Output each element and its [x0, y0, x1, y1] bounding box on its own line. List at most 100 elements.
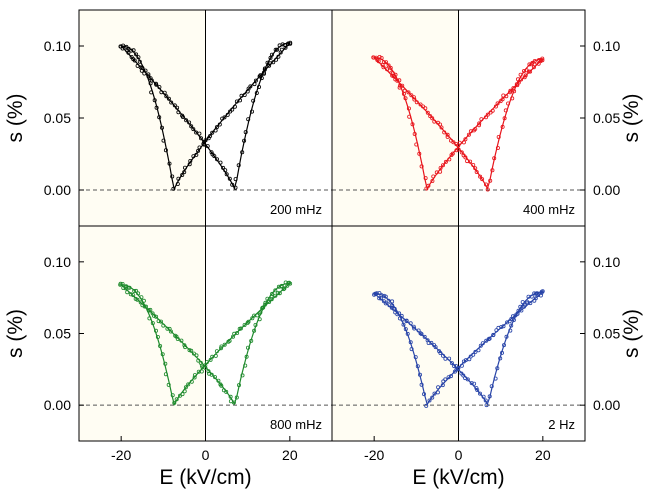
panel-200mhz-point-23 [232, 104, 237, 109]
panel-200mhz-point-111 [214, 157, 219, 162]
panel-200mhz-point-66 [129, 48, 134, 53]
panel-800mhz-point-132 [265, 296, 270, 301]
panel-800mhz-point-29 [218, 346, 223, 351]
panel-800mhz-point-61 [141, 298, 146, 303]
panel-800mhz-point-106 [203, 365, 208, 370]
panel-800mhz-point-64 [134, 288, 139, 293]
panel-2hz-point-141 [539, 289, 544, 294]
panel-200mhz-point-98 [184, 118, 189, 123]
panel-200mhz-point-133 [268, 55, 273, 60]
panel-2hz-point-39 [446, 375, 451, 380]
panel-2hz-point-111 [469, 381, 474, 386]
panel-400mhz-point-112 [471, 162, 476, 167]
panel-2hz-point-24 [484, 338, 489, 343]
panel-2hz-point-33 [461, 359, 466, 364]
panel-400mhz-point-139 [537, 58, 542, 63]
panel-400mhz-point-44 [434, 170, 439, 175]
panel-800mhz-point-134 [270, 291, 275, 296]
panel-200mhz-point-32 [210, 130, 215, 135]
panel-2hz-point-42 [440, 383, 445, 388]
panel-800mhz-point-55 [155, 334, 160, 339]
panel-2hz-point-18 [496, 325, 501, 330]
panel-200mhz-point-64 [134, 52, 139, 57]
panel-200mhz-point-65 [131, 48, 136, 53]
panel-200mhz-point-53 [159, 125, 164, 130]
panel-400mhz-point-16 [501, 93, 506, 98]
panel-800mhz-point-26 [226, 339, 231, 344]
panel-800mhz-point-53 [160, 352, 165, 357]
panel-400mhz-point-124 [500, 124, 505, 129]
panel-800mhz-xtick-1: 0 [202, 447, 210, 463]
panel-800mhz-point-127 [253, 322, 258, 327]
panel-400mhz-point-116 [480, 177, 485, 182]
panel-800mhz-point-5 [276, 291, 281, 296]
panel-200mhz-point-89 [162, 90, 167, 95]
panel-200mhz-point-18 [245, 89, 250, 94]
panel-200mhz-point-115 [224, 172, 229, 177]
panel-800mhz: 800 mHz s (%) E (kV/cm) 0.00 0.05 0.10 -… [4, 225, 333, 489]
panel-2hz-point-47 [427, 398, 432, 403]
panel-2hz-point-15 [505, 320, 510, 325]
panel-800mhz-point-129 [258, 310, 263, 315]
panel-800mhz-point-3 [281, 287, 286, 292]
panel-200mhz-point-91 [166, 96, 171, 101]
panel-400mhz-point-67 [379, 56, 384, 61]
panel-2hz-point-92 [422, 334, 427, 339]
panel-400mhz-point-26 [477, 121, 482, 126]
panel-400mhz-point-59 [397, 85, 402, 90]
panel-800mhz-point-123 [244, 354, 249, 359]
panel-800mhz-point-39 [192, 373, 197, 378]
panel-2hz: 2 Hz s (%) E (kV/cm) 0.00 0.05 0.10 -20 … [331, 225, 643, 489]
panel-2hz-point-1 [538, 293, 543, 298]
panel-2hz-point-139 [535, 291, 540, 296]
panel-800mhz-point-88 [158, 319, 163, 324]
panel-800mhz-xtick-2: 20 [282, 447, 298, 463]
panel-200mhz-point-31 [213, 128, 218, 133]
panel-800mhz-point-50 [166, 382, 171, 387]
panel-200mhz-point-103 [197, 131, 202, 136]
panel-400mhz-point-126 [503, 108, 508, 113]
panel-200mhz-point-49 [170, 174, 175, 179]
panel-800mhz-point-102 [194, 353, 199, 358]
panel-200mhz-point-139 [283, 43, 288, 48]
panel-200mhz-point-92 [169, 100, 174, 105]
panel-800mhz-point-97 [182, 343, 187, 348]
panel-400mhz-point-51 [417, 151, 422, 156]
panel-200mhz-point-20 [239, 93, 244, 98]
panel-800mhz-point-33 [208, 357, 213, 362]
panel-400mhz-point-118 [485, 187, 490, 192]
panel-800mhz-point-49 [170, 393, 175, 398]
panel-400mhz-point-107 [459, 150, 464, 155]
panel-200mhz-point-7 [271, 60, 276, 65]
panel-400mhz-point-86 [409, 93, 414, 98]
panel-2hz-point-51 [417, 372, 422, 377]
panel-2hz-point-89 [416, 328, 421, 333]
panel-200mhz-point-80 [139, 68, 144, 73]
panel-800mhz-point-118 [231, 400, 236, 405]
panel-200mhz-point-81 [142, 71, 147, 76]
panel-800mhz-point-34 [204, 360, 209, 365]
panel-2hz-point-37 [452, 369, 457, 374]
panel-800mhz-point-128 [257, 317, 262, 322]
panel-400mhz-point-83 [400, 83, 405, 88]
panel-200mhz-point-56 [152, 98, 157, 103]
panel-2hz-point-57 [403, 327, 408, 332]
panel-2hz-point-8 [522, 304, 527, 309]
panel-400mhz-ylabel: s (%) [620, 94, 643, 143]
panel-200mhz-point-63 [136, 55, 141, 60]
panel-200mhz-point-93 [172, 103, 177, 108]
panel-200mhz-point-59 [146, 74, 151, 79]
panel-800mhz-point-74 [125, 290, 130, 295]
panel-200mhz-point-104 [198, 136, 203, 141]
panel-400mhz-point-93 [425, 110, 430, 115]
panel-400mhz-point-64 [386, 63, 391, 68]
panel-2hz-point-101 [443, 356, 448, 361]
panel-400mhz-point-111 [468, 159, 473, 164]
panel-2hz-point-86 [408, 321, 413, 326]
panel-800mhz-right-half [205, 226, 332, 441]
panel-2hz-ytick-2: 0.10 [593, 254, 620, 270]
panel-800mhz-ylabel: s (%) [4, 309, 27, 358]
panel-400mhz-point-127 [506, 101, 511, 106]
panel-800mhz-point-19 [242, 322, 247, 327]
panel-400mhz-point-131 [516, 77, 521, 82]
